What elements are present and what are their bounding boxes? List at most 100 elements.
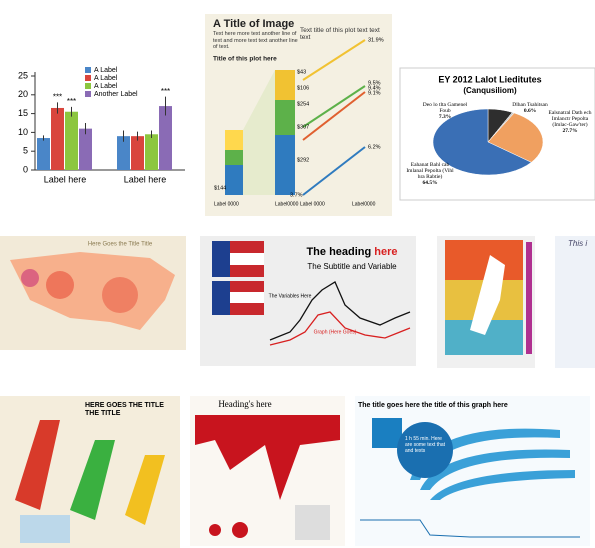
thumb-pie[interactable]: EY 2012 Lalot Lieditutes (Canqusiliom) D… — [399, 67, 595, 201]
slice-label: Eahanat Bahl cab Imlanal Pepolta (Vihl h… — [406, 162, 453, 186]
value-label: $292 — [297, 157, 309, 163]
y-tick-label: 15 — [18, 108, 28, 118]
value-label: $106 — [297, 85, 309, 91]
line — [269, 281, 411, 341]
title: HERE GOES THE TITLE THE TITLE — [85, 402, 164, 417]
y-tick-label: 25 — [18, 70, 28, 80]
thumb-blue[interactable]: The title goes here the title of this gr… — [355, 396, 590, 546]
y-tick-label: 0 — [23, 164, 28, 174]
subtitle: (Canqusiliom) — [463, 86, 517, 95]
bar — [51, 107, 64, 170]
value-label: $43 — [297, 69, 306, 75]
callout-text: 1 h 55 min. Here are some text that and … — [405, 436, 446, 454]
thumb-red[interactable]: Heading's here — [190, 396, 345, 546]
land — [470, 255, 505, 335]
legend-label: A Label — [94, 75, 118, 82]
band — [420, 449, 570, 490]
slice-name: Ealsnatral Dath ech Imlanctr Pepolta (Im… — [548, 110, 592, 128]
value-label: $144 — [214, 185, 226, 191]
hotspot — [21, 269, 39, 287]
shape — [243, 70, 275, 195]
legend-label: A Label — [94, 67, 118, 74]
thumb-3d-bars[interactable]: HERE GOES THE TITLE THE TITLE — [0, 396, 180, 548]
callout — [397, 422, 453, 478]
value-label: 9.1% — [368, 90, 381, 96]
flag — [230, 253, 264, 265]
title: Heading's here — [218, 399, 271, 409]
text-box: Text here more text another line of text… — [213, 31, 298, 50]
axis-label: Label0000 — [275, 201, 299, 207]
slice-name: Dlhan Tsahitsan — [512, 102, 548, 108]
bar — [65, 111, 78, 170]
x-tick-label: Label here — [44, 174, 87, 184]
title: The title goes here the title of this gr… — [358, 402, 508, 409]
axis-label: Label 0000 — [214, 201, 239, 207]
bar — [145, 134, 158, 170]
shape — [275, 135, 295, 195]
thumb-heatmap[interactable] — [437, 236, 535, 368]
shape — [225, 165, 243, 195]
shape — [225, 130, 243, 150]
bar — [79, 128, 92, 170]
value-label: 6.2% — [368, 144, 381, 150]
annotation: *** — [53, 92, 62, 101]
flag — [212, 241, 230, 277]
thumb-partial[interactable]: This i — [555, 236, 595, 368]
thumb-flags[interactable]: The heading here The Subtitle and Variab… — [200, 236, 416, 366]
shape — [275, 100, 295, 135]
line — [360, 519, 580, 538]
text-box: Text title of this plot text text text — [300, 27, 380, 41]
heading: The heading here — [306, 246, 397, 258]
line — [302, 91, 366, 141]
y-tick-label: 10 — [18, 127, 28, 137]
hotspot — [46, 271, 74, 299]
right-title: Text title of this plot text text text — [300, 27, 380, 41]
value-label: $307 — [297, 124, 309, 130]
y-tick-label: 20 — [18, 89, 28, 99]
value-label: 9.4% — [368, 85, 381, 91]
icon — [372, 418, 402, 448]
x-tick-label: Label here — [124, 174, 167, 184]
value-label: $254 — [297, 101, 309, 107]
map — [295, 505, 330, 540]
heat — [445, 240, 523, 280]
line — [302, 146, 366, 196]
slice-label: Ealsnatral Dath ech Imlanctr Pepolta (Im… — [548, 110, 592, 134]
legend-label: A Label — [94, 83, 118, 90]
shape — [15, 420, 60, 510]
axis-label: Label0000 — [352, 201, 376, 207]
flag — [212, 281, 230, 315]
annotation: The Variables Here — [269, 293, 312, 299]
map-shape — [10, 252, 175, 330]
shape — [20, 515, 70, 543]
bar — [131, 136, 144, 170]
thumb-infographic[interactable]: A Title of Image Text here more text ano… — [205, 14, 392, 216]
axis-label: Label 0000 — [300, 201, 325, 207]
area — [195, 415, 340, 500]
pie-slice — [487, 112, 544, 163]
title: EY 2012 Lalot Lieditutes — [438, 74, 541, 84]
band — [430, 470, 575, 500]
slice-value: 7.3% — [438, 114, 452, 120]
title: Here Goes the Title Title — [88, 242, 153, 248]
colorbar — [526, 242, 532, 354]
thumb-map[interactable]: Here Goes the Title Title — [0, 236, 186, 350]
shape — [225, 150, 243, 165]
slice-value: 27.7% — [562, 128, 578, 134]
shape — [232, 522, 248, 538]
annotation: *** — [67, 97, 76, 106]
legend-swatch — [85, 75, 91, 81]
line — [269, 311, 411, 346]
bar — [117, 136, 130, 170]
title: A Title of Image — [213, 18, 294, 30]
shape — [275, 70, 295, 100]
flag — [230, 292, 264, 303]
slice-value: 64.5% — [422, 180, 438, 186]
body-text: Text here more text another line of text… — [213, 31, 298, 50]
subtitle: The Subtitle and Variable — [307, 262, 397, 271]
line — [302, 85, 366, 128]
